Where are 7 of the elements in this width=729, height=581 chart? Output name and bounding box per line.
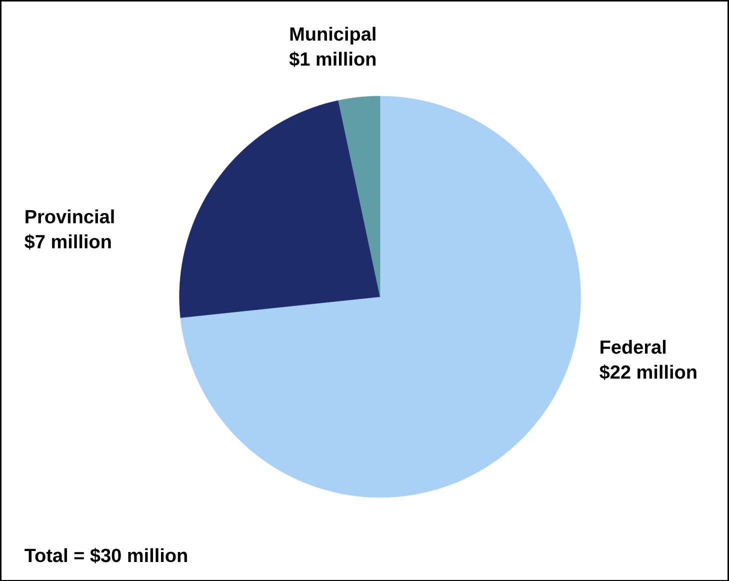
data-label: $22 million bbox=[600, 364, 696, 380]
slice-label: Provincial bbox=[26, 209, 114, 224]
slice-label: Federal bbox=[600, 340, 666, 354]
data-label: $7 million bbox=[24, 234, 111, 250]
text: Total = $30 million bbox=[24, 548, 187, 564]
slice-label: Municipal bbox=[290, 26, 376, 44]
data-label: $1 million bbox=[289, 51, 376, 67]
